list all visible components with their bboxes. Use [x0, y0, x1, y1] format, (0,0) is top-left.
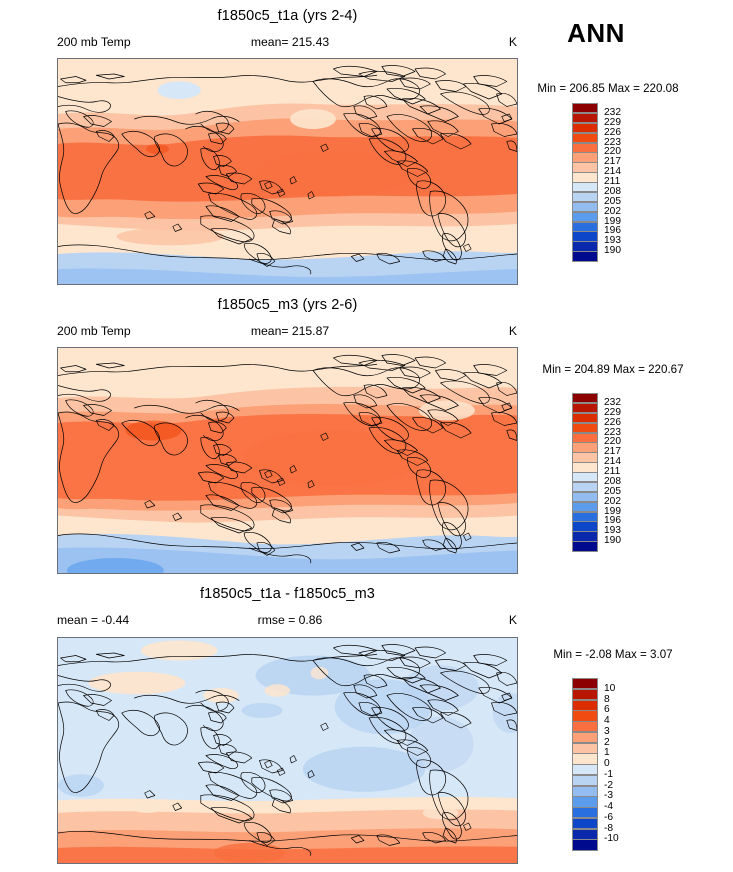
- colorbar-tick-label: 193: [604, 235, 621, 247]
- panel-1-units-label: K: [508, 35, 517, 49]
- panel-1-minmax: Min = 206.85 Max = 220.08: [537, 82, 679, 95]
- panel-3-units-label: K: [508, 613, 517, 627]
- colorbar-tick-label: 199: [604, 215, 621, 227]
- panel-2-map-svg: [58, 348, 517, 573]
- panel-2-left-label: 200 mb Temp: [57, 324, 131, 338]
- colorbar-tick-label: 3: [604, 725, 610, 737]
- colorbar-tick-label: 196: [604, 225, 621, 237]
- colorbar-tick-label: 190: [604, 535, 621, 547]
- colorbar-swatch: [572, 688, 598, 701]
- colorbar-swatch: [572, 699, 598, 711]
- colorbar-tick-label: 229: [604, 116, 621, 128]
- colorbar-swatch: [572, 541, 598, 552]
- colorbar-tick-label: 6: [604, 704, 610, 716]
- panel-2-colorbar[interactable]: 232 229 226 223 220 217 214 211 208 205 202 199 196 1…: [572, 393, 692, 552]
- panel-1-temperature-field: [58, 59, 517, 284]
- colorbar-tick-label: 202: [604, 205, 621, 217]
- colorbar-tick-label: 190: [604, 245, 621, 257]
- colorbar-tick-label: 220: [604, 146, 621, 158]
- colorbar-swatch: [572, 721, 598, 733]
- colorbar-tick-label: 229: [604, 406, 621, 418]
- colorbar-tick-label: -4: [604, 801, 614, 812]
- colorbar-tick-label: 205: [604, 485, 621, 497]
- panel-1-title: f1850c5_t1a (yrs 2-4): [217, 8, 358, 24]
- panel-3-title: f1850c5_t1a - f1850c5_m3: [200, 586, 375, 602]
- panel-1-colorbar[interactable]: 232 229 226 223 220 217 214 211 208 205 202 199 196 1…: [572, 103, 692, 262]
- colorbar-tick-label: -1: [604, 768, 614, 780]
- panel-3-map-svg: [58, 638, 517, 863]
- colorbar-tick-label: -8: [604, 822, 614, 834]
- colorbar-swatch: [572, 774, 598, 787]
- colorbar-tick-label: -3: [604, 790, 614, 802]
- panel-2-map[interactable]: [57, 347, 518, 574]
- colorbar-tick-label: 202: [604, 495, 621, 507]
- panel-1-map-svg: [58, 59, 517, 284]
- panel-2-units-label: K: [508, 324, 517, 338]
- panel-2-center-label: mean= 215.87: [250, 324, 330, 338]
- colorbar-tick-label: 193: [604, 525, 621, 537]
- colorbar-tick-label: 220: [604, 436, 621, 448]
- colorbar-tick-label: 4: [604, 715, 610, 726]
- colorbar-swatch: [572, 817, 598, 830]
- colorbar-tick-label: 1: [604, 747, 610, 759]
- colorbar-tick-label: 208: [604, 185, 621, 197]
- colorbar-swatch: [572, 710, 598, 722]
- colorbar-tick-label: 196: [604, 515, 621, 527]
- colorbar-tick-label: 0: [604, 758, 610, 769]
- panel-3-map[interactable]: [57, 637, 518, 864]
- panel-3-center-label: rmse = 0.86: [257, 613, 323, 627]
- colorbar-swatch: [572, 678, 598, 690]
- colorbar-swatch: [572, 731, 598, 744]
- season-label: ANN: [567, 18, 625, 48]
- colorbar-tick-label: -6: [604, 811, 614, 823]
- colorbar-tick-label: 232: [604, 396, 621, 408]
- panel-1-map[interactable]: [57, 58, 518, 285]
- panel-3-coastlines: [58, 644, 517, 856]
- colorbar-swatch: [572, 753, 598, 765]
- panel-1-left-label: 200 mb Temp: [57, 35, 131, 49]
- colorbar-tick-label: 214: [604, 166, 621, 178]
- colorbar-tick-label: 226: [604, 416, 621, 428]
- panel-3-colorbar[interactable]: 10 8 6 4 3 2 1 0 -1 -2 -3 -4 -6 -8 -10: [572, 678, 692, 851]
- colorbar-swatch: [572, 742, 598, 754]
- colorbar-tick-label: 199: [604, 505, 621, 517]
- colorbar-swatch: [572, 764, 598, 776]
- panel-2-title: f1850c5_m3 (yrs 2-6): [217, 297, 358, 313]
- colorbar-swatch: [572, 807, 598, 819]
- colorbar-tick-label: 8: [604, 693, 610, 705]
- colorbar-tick-label: 10: [604, 682, 616, 694]
- colorbar-tick-label: 205: [604, 195, 621, 207]
- colorbar-swatch: [572, 839, 598, 851]
- colorbar-swatch: [572, 796, 598, 808]
- colorbar-tick-label: 226: [604, 126, 621, 138]
- colorbar-tick-label: 214: [604, 456, 621, 468]
- colorbar-tick-label: 211: [604, 176, 621, 187]
- panel-2-minmax: Min = 204.89 Max = 220.67: [542, 363, 684, 376]
- colorbar-tick-label: 211: [604, 466, 621, 477]
- colorbar-swatch: [572, 251, 598, 262]
- panel-3-left-label: mean = -0.44: [57, 613, 130, 627]
- panel-2-temperature-field: [58, 348, 517, 573]
- colorbar-tick-label: 208: [604, 475, 621, 487]
- colorbar-tick-label: 217: [604, 156, 621, 168]
- colorbar-swatch: [572, 785, 598, 797]
- colorbar-tick-label: 223: [604, 136, 621, 148]
- colorbar-tick-label: 223: [604, 426, 621, 438]
- colorbar-tick-label: 217: [604, 446, 621, 458]
- panel-1-coastlines: [58, 65, 517, 275]
- panel-3-minmax: Min = -2.08 Max = 3.07: [553, 648, 673, 661]
- panel-1-center-label: mean= 215.43: [250, 35, 330, 49]
- colorbar-tick-label: 232: [604, 106, 621, 118]
- colorbar-tick-label: 2: [604, 736, 610, 748]
- colorbar-tick-label: -2: [604, 779, 614, 791]
- colorbar-swatch: [572, 828, 598, 840]
- colorbar-tick-label: -10: [604, 833, 619, 845]
